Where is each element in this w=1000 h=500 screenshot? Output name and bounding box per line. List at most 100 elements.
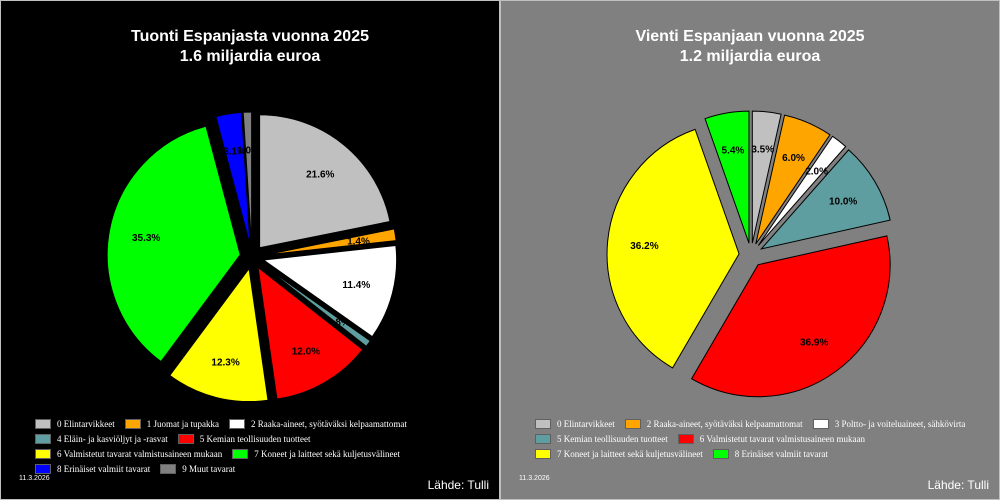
legend-swatch (35, 418, 51, 429)
legend-item: 7 Koneet ja laitteet sekä kuljetusväline… (535, 448, 703, 459)
pie-slice (259, 114, 391, 249)
pie-slice (757, 135, 847, 246)
pie-slice (759, 149, 891, 250)
legend-item: 5 Kemian teollisuuden tuotteet (177, 433, 311, 444)
legend-label: 4 Eläin- ja kasviöljyt ja -rasvat (57, 433, 168, 444)
slice-label: 1.0% (237, 145, 260, 156)
legend-row: 0 Elintarvikkeet 1 Juomat ja tupakka 2 Raa… (35, 416, 475, 431)
pie-slice (751, 110, 782, 244)
legend-swatch (535, 433, 551, 444)
legend-label: 6 Valmistetut tavarat valmistusaineen mu… (57, 448, 223, 459)
legend-swatch (535, 418, 551, 429)
slice-label: 5.4% (722, 145, 745, 156)
export-chart-panel: Vienti Espanjaan vuonna 2025 1.2 miljard… (500, 0, 1000, 500)
legend-row: 8 Erinäiset valmiit tavarat 9 Muut tavara… (35, 461, 475, 476)
slice-label: 3.1% (223, 147, 246, 158)
legend-item: 8 Erinäiset valmiit tavarat (712, 448, 828, 459)
legend-label: 7 Koneet ja laitteet sekä kuljetusväline… (254, 448, 400, 459)
legend-swatch (35, 463, 51, 474)
legend-label: 8 Erinäiset valmiit tavarat (734, 448, 828, 459)
legend-label: 1 Juomat ja tupakka (146, 418, 219, 429)
legend-label: 8 Erinäiset valmiit tavarat (57, 463, 151, 474)
slice-label: 3.5% (751, 145, 774, 156)
import-pie-chart: 21.6% 1.4% 11.4% 0.8% 12.0% 12.3% 35.3% 3.1%1.0… (106, 111, 398, 401)
legend-label: 9 Muut tavarat (182, 463, 236, 474)
slice-label: 1.4% (347, 236, 370, 247)
slice-label: 36.9% (800, 337, 828, 348)
slice-label: 35.3% (132, 233, 160, 244)
chart-subtitle: 1.6 miljardia euroa (179, 48, 321, 65)
legend-swatch (228, 418, 245, 429)
slice-label: 2.0% (805, 166, 828, 177)
import-legend: 0 Elintarvikkeet 1 Juomat ja tupakka 2 Raa… (35, 416, 475, 476)
slice-label: 10.0% (829, 197, 857, 208)
legend-label: 6 Valmistetut tavarat valmistusaineen mu… (699, 433, 866, 444)
legend-label: 2 Raaka-aineet, syötäväksi kelpaamattoma… (250, 418, 407, 429)
pie-slice (606, 128, 740, 369)
legend-label: 5 Kemian teollisuuden tuotteet (557, 433, 668, 444)
pie-slice (169, 267, 269, 401)
pie-slice (755, 114, 831, 245)
chart-date: 11.3.2026 (519, 475, 550, 482)
legend-swatch (124, 418, 141, 429)
chart-title: Tuonti Espanjasta vuonna 2025 (131, 28, 369, 45)
slice-label: 0.8% (327, 317, 350, 328)
export-pie-chart: 3.5% 6.0%2.0% 10.0% 36.9% 36.2% 5.4% (606, 110, 891, 398)
legend-item: 2 Raaka-aineet, syötäväksi kelpaamattoma… (228, 418, 407, 429)
slice-label: 6.0% (782, 153, 805, 164)
slice-label: 12.0% (292, 346, 320, 357)
slice-label: 36.2% (630, 241, 658, 252)
legend-swatch (35, 448, 51, 459)
legend-label: 5 Kemian teollisuuden tuotteet (199, 433, 311, 444)
legend-item: 8 Erinäiset valmiit tavarat (35, 463, 151, 474)
legend-swatch (232, 448, 249, 459)
legend-item: 3 Poltto- ja voiteluaineet, sähkövirta (812, 418, 966, 429)
legend-item: 1 Juomat ja tupakka (124, 418, 219, 429)
pie-slice (261, 263, 371, 347)
legend-item: 2 Raaka-aineet, syötäväksi kelpaamattoma… (624, 418, 803, 429)
legend-label: 7 Koneet ja laitteet sekä kuljetusväline… (557, 448, 703, 459)
legend-item: 6 Valmistetut tavarat valmistusaineen mu… (35, 448, 223, 459)
legend-item: 9 Muut tavarat (160, 463, 236, 474)
pie-slice (215, 111, 251, 246)
legend-item: 0 Elintarvikkeet (35, 418, 115, 429)
chart-subtitle: 1.2 miljardia euroa (679, 48, 821, 65)
pie-slice (704, 110, 750, 244)
slice-label: 11.4% (342, 280, 370, 291)
legend-item: 0 Elintarvikkeet (535, 418, 615, 429)
legend-label: 3 Poltto- ja voiteluaineet, sähkövirta (834, 418, 966, 429)
legend-label: 2 Raaka-aineet, syötäväksi kelpaamattoma… (646, 418, 803, 429)
pie-slice (263, 228, 397, 256)
legend-row: 4 Eläin- ja kasviöljyt ja -rasvat 5 Kemia… (35, 431, 475, 446)
legend-swatch (160, 463, 177, 474)
pie-slice (106, 125, 241, 363)
legend-swatch (812, 418, 829, 429)
legend-swatch (624, 418, 641, 429)
legend-swatch (677, 433, 694, 444)
chart-source: Lähde: Tulli (927, 478, 989, 492)
legend-swatch (535, 448, 551, 459)
slice-label: 21.6% (306, 170, 334, 181)
export-legend: 0 Elintarvikkeet 2 Raaka-aineet, syötäväk… (535, 416, 975, 461)
legend-item: 5 Kemian teollisuuden tuotteet (535, 433, 668, 444)
legend-row: 7 Koneet ja laitteet sekä kuljetusväline… (535, 446, 975, 461)
legend-swatch (35, 433, 51, 444)
legend-swatch (177, 433, 194, 444)
pie-slice (690, 235, 891, 398)
legend-label: 0 Elintarvikkeet (57, 418, 115, 429)
legend-item: 6 Valmistetut tavarat valmistusaineen mu… (677, 433, 866, 444)
chart-source: Lähde: Tulli (427, 478, 489, 492)
legend-item: 4 Eläin- ja kasviöljyt ja -rasvat (35, 433, 168, 444)
pie-slice (257, 266, 364, 400)
slice-label: 12.3% (211, 357, 239, 368)
legend-row: 5 Kemian teollisuuden tuotteet 6 Valmiste… (535, 431, 975, 446)
legend-row: 0 Elintarvikkeet 2 Raaka-aineet, syötäväk… (535, 416, 975, 431)
legend-label: 0 Elintarvikkeet (557, 418, 615, 429)
legend-row: 6 Valmistetut tavarat valmistusaineen mu… (35, 446, 475, 461)
pie-slice (242, 111, 253, 246)
chart-date: 11.3.2026 (19, 475, 50, 482)
legend-item: 7 Koneet ja laitteet sekä kuljetusväline… (232, 448, 400, 459)
import-chart-panel: Tuonti Espanjasta vuonna 2025 1.6 miljar… (0, 0, 500, 500)
chart-title: Vienti Espanjaan vuonna 2025 (635, 28, 865, 45)
legend-swatch (712, 448, 729, 459)
